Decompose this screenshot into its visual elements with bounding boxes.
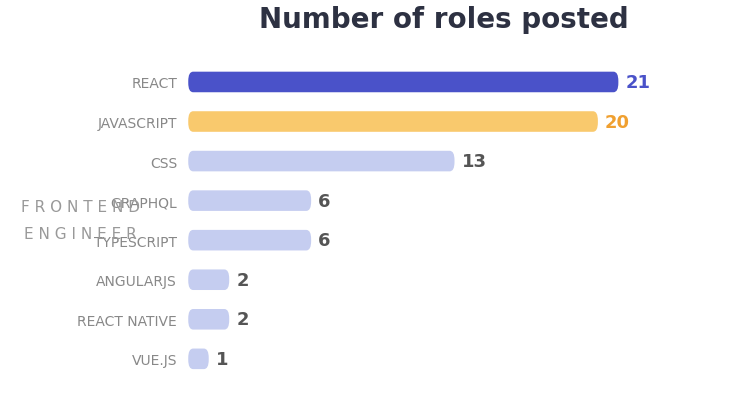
FancyBboxPatch shape [188, 349, 209, 369]
FancyBboxPatch shape [188, 309, 229, 330]
FancyBboxPatch shape [188, 151, 455, 172]
Text: 6: 6 [319, 231, 331, 249]
FancyBboxPatch shape [188, 270, 229, 290]
FancyBboxPatch shape [188, 112, 598, 133]
Title: Number of roles posted: Number of roles posted [259, 6, 630, 34]
Text: 2: 2 [236, 271, 249, 289]
Text: 13: 13 [462, 153, 486, 171]
Text: 20: 20 [605, 113, 630, 131]
Text: 21: 21 [626, 74, 651, 92]
Text: 6: 6 [319, 192, 331, 210]
FancyBboxPatch shape [188, 191, 311, 211]
FancyBboxPatch shape [188, 230, 311, 251]
Text: 1: 1 [216, 350, 228, 368]
Text: F R O N T E N D
E N G I N E E R: F R O N T E N D E N G I N E E R [21, 200, 140, 242]
Text: 2: 2 [236, 310, 249, 328]
FancyBboxPatch shape [188, 72, 618, 93]
